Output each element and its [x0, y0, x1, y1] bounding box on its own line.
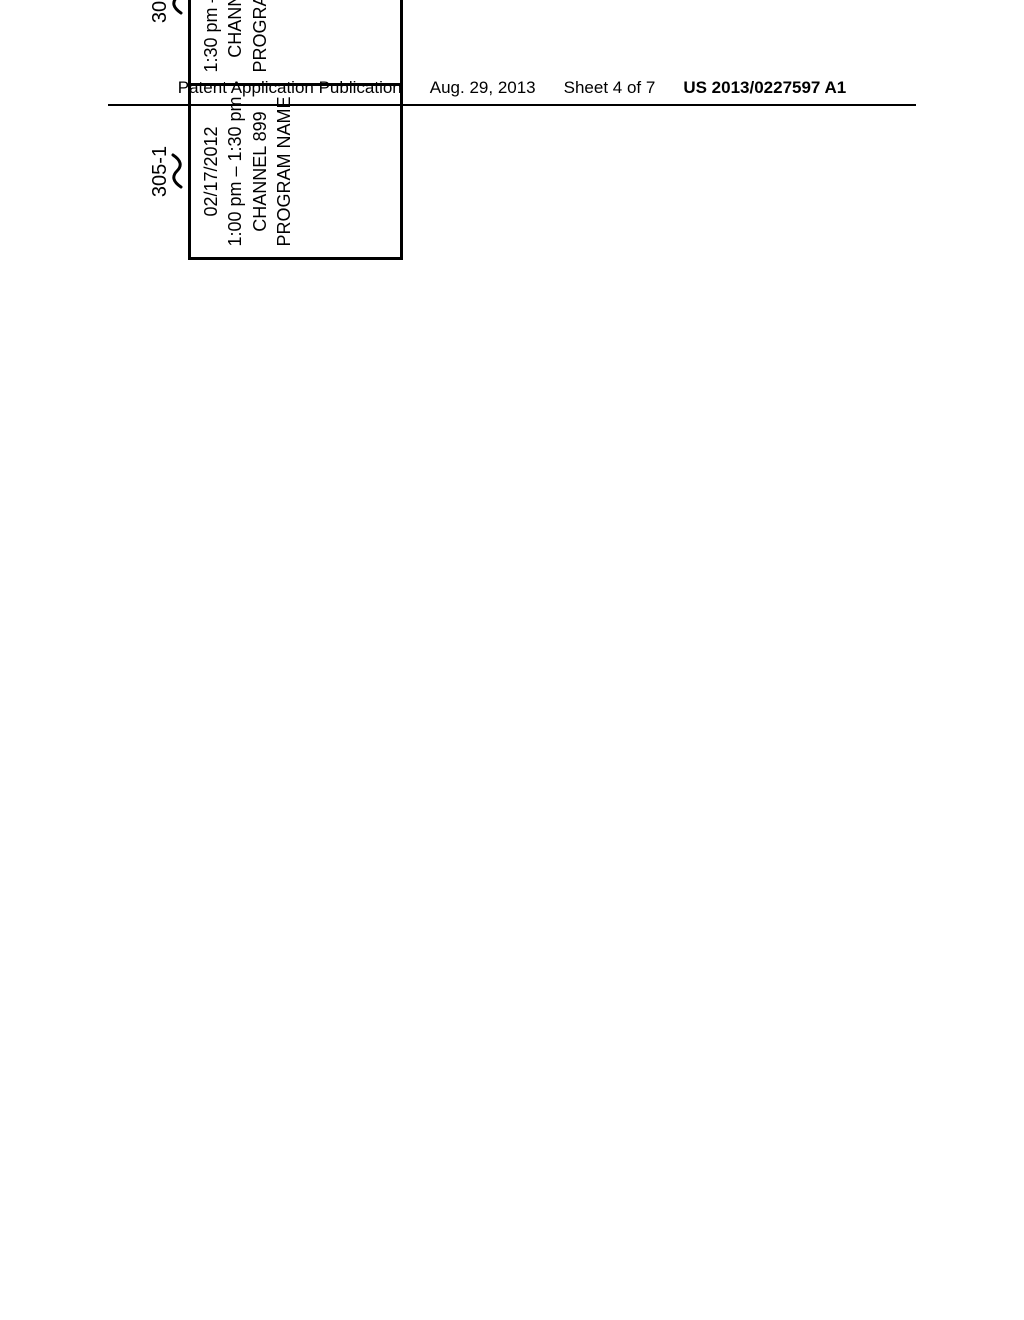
- leader-tilde-icon: [167, 154, 185, 190]
- block-line: PROGRAM NAME: [272, 97, 296, 247]
- schedule-block-2: 305-2 1:30 pm – 2:30 pm CHANNEL 505 PROG…: [188, 0, 403, 86]
- block-line: 02/17/2012: [199, 126, 223, 216]
- schedule-block-1: 305-1 02/17/2012 1:00 pm – 1:30 pm CHANN…: [188, 83, 403, 260]
- block-line: 1:30 pm – 2:30 pm: [199, 0, 223, 73]
- figure-3: 305-1 02/17/2012 1:00 pm – 1:30 pm CHANN…: [118, 0, 938, 260]
- schedule-row: 305-1 02/17/2012 1:00 pm – 1:30 pm CHANN…: [188, 0, 403, 260]
- block-line: 1:00 pm – 1:30 pm: [223, 96, 247, 246]
- block-line: CHANNEL 505: [223, 0, 247, 58]
- block-line: PROGRAM NAME: [248, 0, 272, 73]
- leader-tilde-icon: [167, 0, 185, 16]
- block-line: CHANNEL 899: [248, 111, 272, 231]
